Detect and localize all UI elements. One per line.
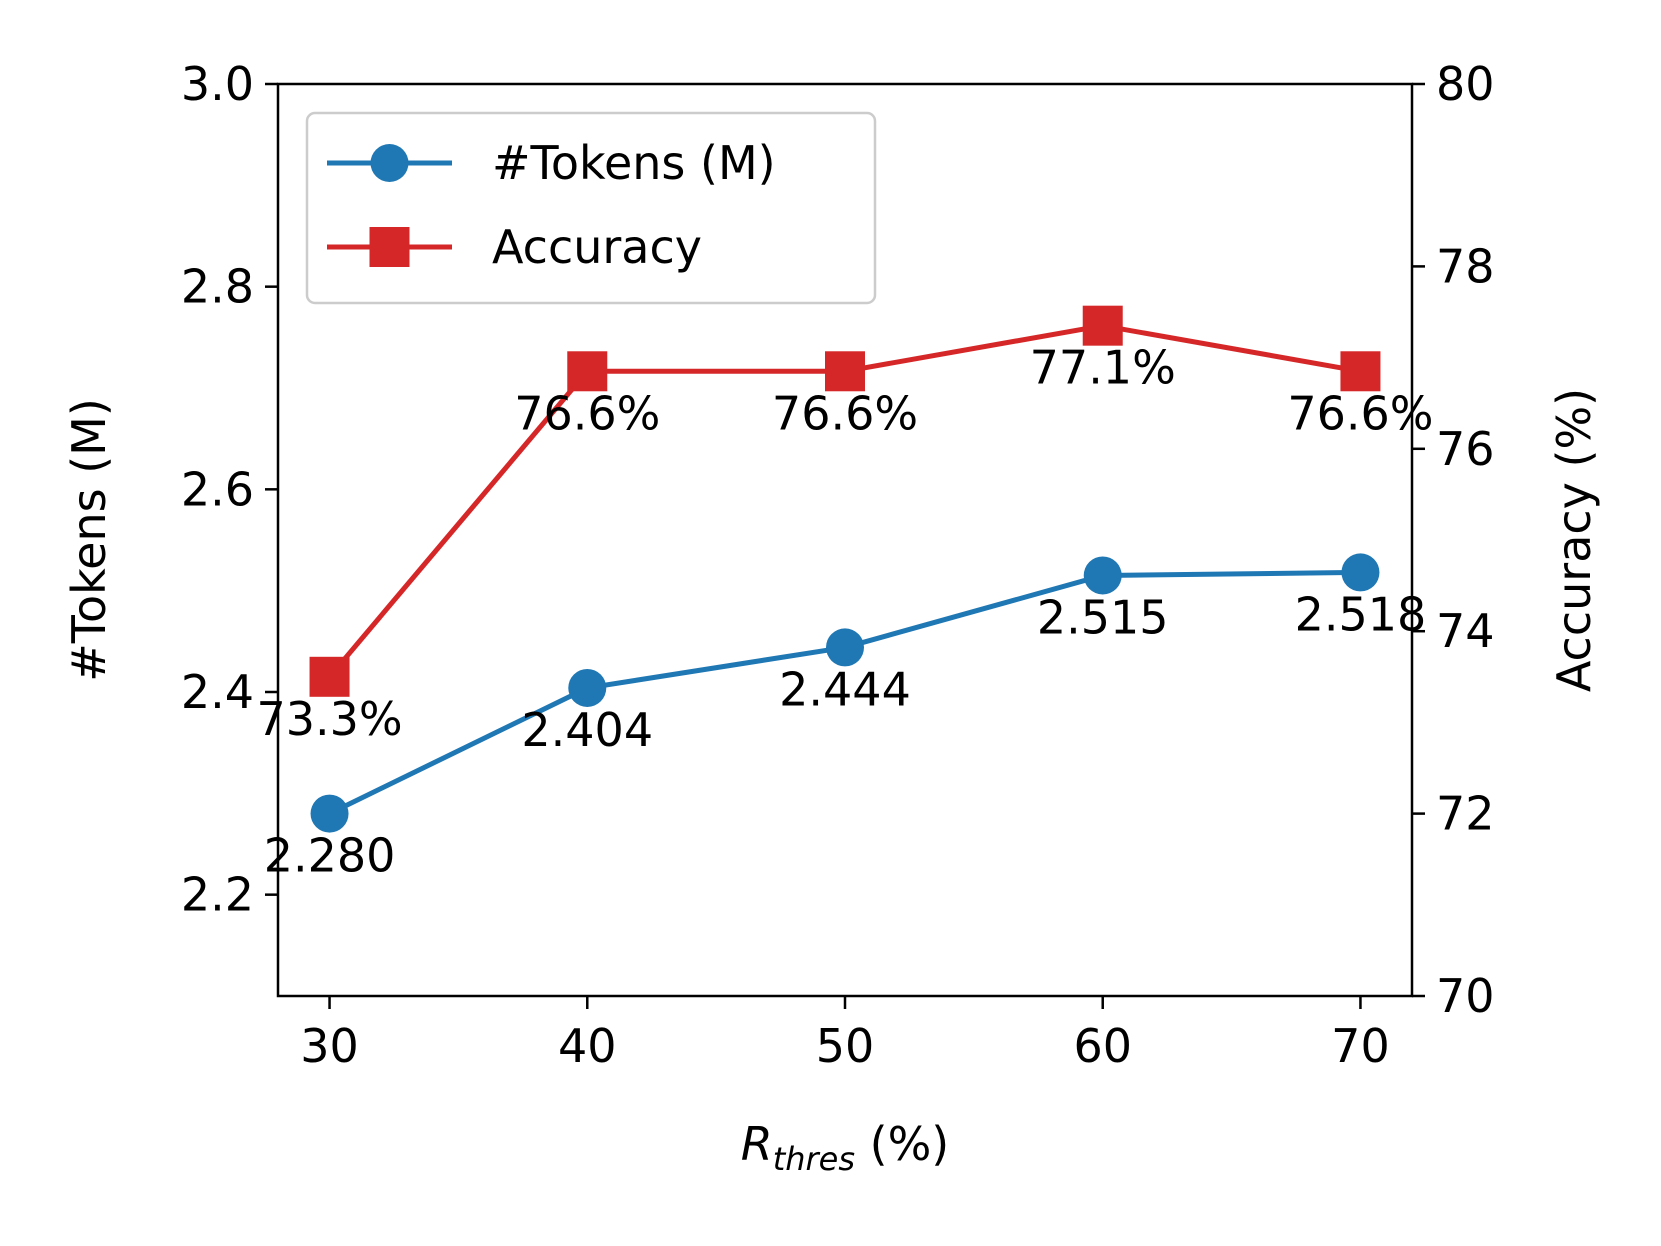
accuracy-point [309, 656, 350, 697]
y-left-tick-label: 2.6 [181, 462, 254, 516]
x-tick-label: 30 [300, 1019, 359, 1073]
y-right-axis-title: Accuracy (%) [1547, 388, 1601, 692]
y-right-tick-label: 74 [1436, 604, 1495, 658]
x-axis-title-suffix: (%) [855, 1117, 949, 1171]
accuracy-point [825, 351, 865, 392]
x-axis-title-subscript: thres [773, 1140, 855, 1178]
legend-layer: #Tokens (M) Accuracy [305, 111, 877, 305]
tokens-data-label: 2.404 [521, 703, 653, 757]
tokens-point [1083, 556, 1122, 595]
y-left-axis-title: #Tokens (M) [62, 398, 116, 682]
data-labels-layer: 2.280 2.404 2.444 2.515 2.518 73.3% 76.6% 76.6%… [256, 341, 1433, 883]
accuracy-point [567, 351, 608, 392]
y-right-tick-label: 78 [1436, 239, 1495, 293]
y-left-tick-label: 2.2 [181, 868, 254, 922]
y-left-tick-label: 3.0 [181, 57, 254, 111]
legend-marker-circle [370, 144, 409, 182]
tokens-data-label: 2.515 [1037, 590, 1169, 644]
accuracy-data-label: 76.6% [772, 386, 918, 440]
accuracy-data-label: 73.3% [256, 692, 402, 746]
legend-marker-square [369, 227, 410, 267]
x-tick-label: 70 [1331, 1019, 1390, 1073]
tokens-point [310, 794, 349, 833]
accuracy-data-label: 76.6% [514, 386, 660, 440]
accuracy-data-label: 76.6% [1287, 386, 1433, 440]
x-axis-title-main: R [741, 1117, 773, 1171]
x-tick-label: 40 [558, 1019, 617, 1073]
y-left-tick-label: 2.8 [181, 260, 254, 314]
legend-label-tokens: #Tokens (M) [492, 136, 776, 190]
axes-layer: 30 40 50 60 70 2.2 2.4 2.6 2.8 3.0 70 72 74 76 78 80 Rth… [62, 57, 1601, 1178]
tokens-point [568, 668, 607, 707]
tokens-data-label: 2.444 [779, 662, 911, 716]
y-right-tick-label: 80 [1436, 57, 1495, 111]
tokens-data-label: 2.518 [1295, 587, 1427, 641]
x-axis-title: Rthres (%) [741, 1117, 950, 1178]
y-right-tick-label: 72 [1436, 787, 1495, 841]
tokens-point [826, 628, 864, 667]
y-left-tick-label: 2.4 [181, 665, 254, 719]
tokens-data-label: 2.280 [264, 829, 396, 883]
y-right-tick-label: 70 [1436, 969, 1495, 1023]
x-tick-label: 60 [1073, 1019, 1132, 1073]
series-layer [309, 305, 1381, 833]
accuracy-data-label: 77.1% [1030, 341, 1176, 395]
legend-label-accuracy: Accuracy [492, 220, 702, 274]
y-right-tick-label: 76 [1436, 422, 1495, 476]
accuracy-point [1082, 305, 1123, 346]
tokens-point [1341, 553, 1380, 592]
x-tick-label: 50 [816, 1019, 875, 1073]
accuracy-point [1340, 351, 1381, 392]
